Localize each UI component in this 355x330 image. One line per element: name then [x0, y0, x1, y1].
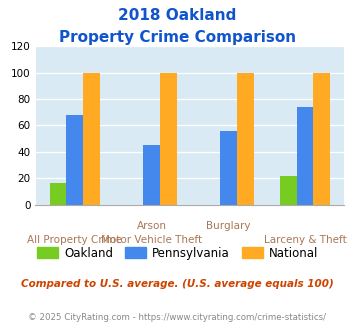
Text: Burglary: Burglary: [206, 221, 251, 231]
Text: Motor Vehicle Theft: Motor Vehicle Theft: [101, 235, 202, 245]
Bar: [280, 176, 296, 205]
Bar: [83, 73, 100, 205]
Bar: [50, 183, 66, 205]
Bar: [160, 73, 177, 205]
Bar: [66, 115, 83, 205]
Text: Compared to U.S. average. (U.S. average equals 100): Compared to U.S. average. (U.S. average …: [21, 279, 334, 289]
Bar: [220, 131, 237, 205]
Text: Arson: Arson: [137, 221, 166, 231]
Text: All Property Crime: All Property Crime: [27, 235, 122, 245]
Text: Larceny & Theft: Larceny & Theft: [264, 235, 346, 245]
Bar: [237, 73, 253, 205]
Bar: [143, 145, 160, 205]
Text: © 2025 CityRating.com - https://www.cityrating.com/crime-statistics/: © 2025 CityRating.com - https://www.city…: [28, 314, 327, 322]
Text: 2018 Oakland: 2018 Oakland: [118, 8, 237, 23]
Text: Property Crime Comparison: Property Crime Comparison: [59, 30, 296, 45]
Legend: Oakland, Pennsylvania, National: Oakland, Pennsylvania, National: [32, 242, 323, 264]
Bar: [313, 73, 330, 205]
Bar: [296, 107, 313, 205]
